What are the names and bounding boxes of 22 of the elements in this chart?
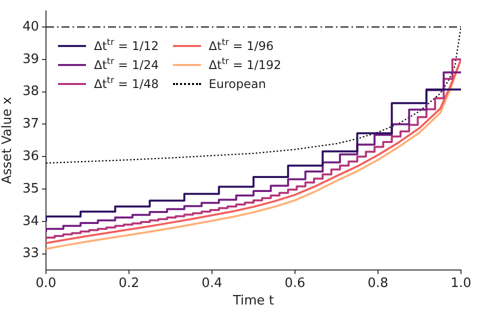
legend-label: Δt$^{tr}$ = 1/96 bbox=[208, 38, 274, 53]
x-tick-label: 0.0 bbox=[36, 276, 56, 292]
x-tick-label: 0.8 bbox=[368, 276, 388, 292]
x-axis-title: Time t bbox=[232, 294, 274, 309]
legend-label: Δt$^{tr}$ = 1/192 bbox=[208, 57, 282, 72]
legend-label: Δt$^{tr}$ = 1/48 bbox=[94, 76, 159, 91]
y-tick-label: 34 bbox=[22, 214, 39, 229]
x-tick-label: 0.4 bbox=[202, 276, 222, 292]
y-tick-label: 40 bbox=[22, 19, 39, 34]
legend-label: European bbox=[208, 76, 266, 90]
legend-label: Δt$^{tr}$ = 1/24 bbox=[94, 57, 159, 72]
y-tick-label: 39 bbox=[22, 52, 39, 67]
x-tick-label: 0.2 bbox=[118, 276, 140, 292]
y-tick-label: 33 bbox=[22, 246, 39, 262]
x-tick-label: 1.0 bbox=[450, 276, 472, 292]
y-tick-label: 35 bbox=[22, 181, 39, 196]
y-tick-label: 37 bbox=[22, 116, 39, 132]
y-tick-label: 38 bbox=[22, 84, 39, 100]
y-axis-title: Asset Value x bbox=[0, 96, 16, 184]
legend-label: Δt$^{tr}$ = 1/12 bbox=[94, 38, 159, 53]
y-tick-label: 36 bbox=[22, 148, 39, 164]
x-tick-label: 0.6 bbox=[284, 276, 306, 292]
